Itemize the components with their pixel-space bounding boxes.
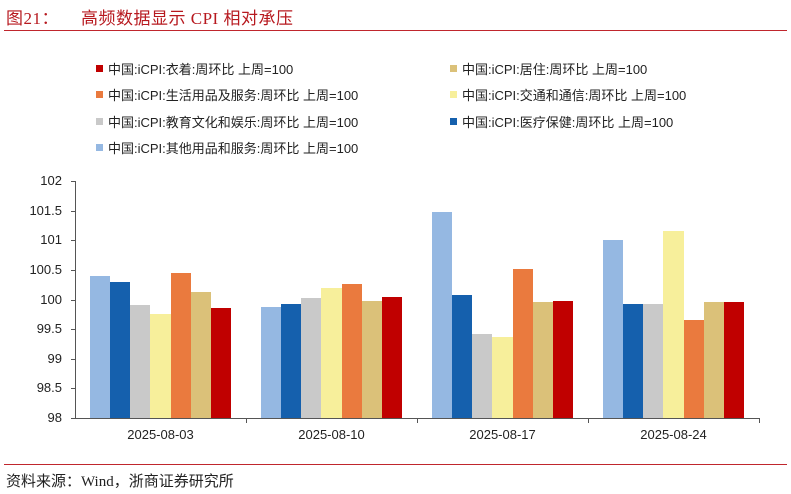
y-tick-label: 99.5 [36, 321, 62, 337]
bar [281, 304, 302, 418]
y-tick [71, 359, 75, 360]
bar [532, 302, 553, 418]
y-tick-label: 99 [47, 350, 62, 366]
bar [724, 302, 745, 418]
y-tick [71, 181, 75, 182]
bar [683, 320, 704, 418]
legend-label: 中国:iCPI:医疗保健:周环比 上周=100 [462, 115, 674, 130]
bottom-divider [4, 464, 787, 465]
y-tick [71, 211, 75, 212]
bar [211, 308, 232, 418]
x-tick [759, 418, 760, 423]
y-axis [75, 181, 76, 419]
bar [623, 303, 644, 418]
bar [89, 275, 110, 418]
bar [553, 300, 574, 418]
legend-label: 中国:iCPI:生活用品及服务:周环比 上周=100 [108, 88, 359, 103]
x-tick-label: 2025-08-10 [298, 427, 365, 442]
x-tick-label: 2025-08-03 [127, 427, 194, 442]
x-tick-label: 2025-08-17 [469, 427, 536, 442]
y-tick-label: 101 [40, 232, 62, 248]
bar [431, 211, 452, 418]
bar [341, 283, 362, 418]
figure-number: 图21： [6, 9, 59, 28]
y-tick-label: 101.5 [29, 202, 62, 218]
bar [382, 296, 403, 418]
figure-title: 图21： 高频数据显示 CPI 相对承压 [6, 4, 293, 29]
bar [643, 304, 664, 418]
y-tick-label: 100 [40, 291, 62, 307]
legend-item: 中国:iCPI:居住:周环比 上周=100 [450, 59, 647, 78]
legend-swatch-icon [450, 118, 457, 125]
bar-chart: 102 101.5 101 100.5 100 99.5 99 98.5 98 2025-08-0… [29, 173, 760, 442]
bar [361, 301, 382, 418]
y-tick [71, 240, 75, 241]
x-tick-label: 2025-08-24 [640, 427, 707, 442]
bar [321, 287, 342, 418]
y-tick [71, 388, 75, 389]
bar [301, 298, 322, 418]
x-tick [588, 418, 589, 423]
legend-item: 中国:iCPI:医疗保健:周环比 上周=100 [450, 112, 673, 131]
bar [602, 240, 623, 418]
x-tick [417, 418, 418, 423]
bar [130, 305, 151, 418]
bar [170, 273, 191, 418]
source-note: 资料来源：Wind，浙商证券研究所 [6, 474, 234, 490]
top-divider [4, 30, 787, 31]
y-tick-label: 100.5 [29, 261, 62, 277]
legend-label: 中国:iCPI:衣着:周环比 上周=100 [108, 62, 294, 77]
legend-swatch-icon [450, 91, 457, 98]
legend-swatch-icon [96, 65, 103, 72]
bar [150, 313, 171, 418]
legend-item: 中国:iCPI:交通和通信:周环比 上周=100 [450, 85, 686, 104]
legend-item: 中国:iCPI:教育文化和娱乐:周环比 上周=100 [96, 112, 358, 131]
legend-item: 中国:iCPI:其他用品和服务:周环比 上周=100 [96, 138, 358, 157]
figure-title-text: 高频数据显示 CPI 相对承压 [81, 9, 294, 28]
bar [472, 334, 493, 418]
bar [452, 294, 473, 418]
legend-swatch-icon [450, 65, 457, 72]
y-tick-label: 102 [40, 173, 62, 188]
y-tick-label: 98 [47, 410, 62, 425]
legend-label: 中国:iCPI:居住:周环比 上周=100 [462, 62, 648, 77]
bar [663, 230, 684, 418]
legend-label: 中国:iCPI:交通和通信:周环比 上周=100 [462, 88, 687, 103]
y-tick [71, 418, 75, 419]
bar [260, 307, 281, 418]
bar [190, 291, 211, 418]
y-tick-label: 98.5 [36, 380, 62, 396]
x-tick [246, 418, 247, 423]
y-tick [71, 270, 75, 271]
legend-swatch-icon [96, 118, 103, 125]
bar [512, 268, 533, 418]
y-tick [71, 300, 75, 301]
legend-swatch-icon [96, 91, 103, 98]
y-tick [71, 329, 75, 330]
bar [703, 301, 724, 418]
legend-item: 中国:iCPI:衣着:周环比 上周=100 [96, 59, 293, 78]
bar [110, 282, 131, 418]
bar [492, 337, 513, 418]
legend-item: 中国:iCPI:生活用品及服务:周环比 上周=100 [96, 85, 358, 104]
legend-swatch-icon [96, 144, 103, 151]
legend-label: 中国:iCPI:其他用品和服务:周环比 上周=100 [108, 141, 359, 156]
legend-label: 中国:iCPI:教育文化和娱乐:周环比 上周=100 [108, 115, 359, 130]
